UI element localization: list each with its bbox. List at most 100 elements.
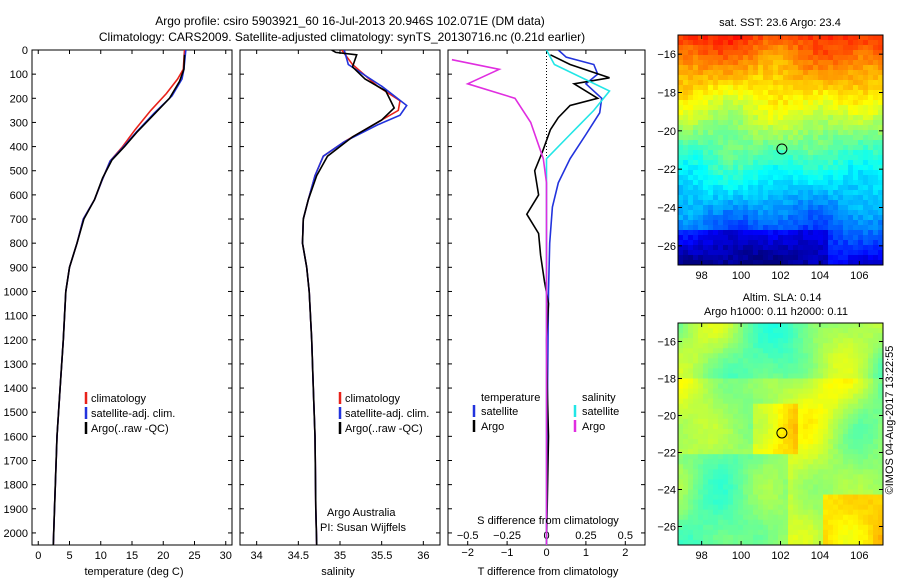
sst-cell bbox=[848, 40, 854, 46]
sla-cell bbox=[678, 398, 684, 405]
sla-cell bbox=[868, 514, 874, 521]
sst-cell bbox=[813, 170, 819, 176]
sst-cell bbox=[748, 125, 754, 131]
sst-cell bbox=[818, 210, 824, 216]
sla-cell bbox=[848, 459, 854, 465]
sla-cell bbox=[683, 418, 689, 425]
sla-cell bbox=[793, 343, 799, 349]
sla-cell bbox=[753, 343, 759, 349]
depth-tick-label: 1000 bbox=[4, 286, 28, 298]
sst-cell bbox=[678, 65, 684, 71]
sst-cell bbox=[873, 40, 879, 46]
sst-cell bbox=[803, 195, 809, 201]
sla-map-ticks: 98 100 102 104 106−16−18−20−22−24−26 bbox=[657, 323, 883, 562]
sst-cell bbox=[728, 35, 734, 41]
sla-cell bbox=[808, 333, 814, 339]
sst-cell bbox=[803, 65, 809, 71]
sst-cell bbox=[873, 185, 879, 191]
sst-cell bbox=[828, 190, 834, 196]
sla-cell bbox=[683, 408, 689, 415]
sst-cell bbox=[778, 140, 784, 146]
sst-cell bbox=[793, 170, 799, 176]
sst-cell bbox=[773, 35, 779, 41]
sla-cell bbox=[783, 418, 789, 425]
sst-cell bbox=[798, 100, 804, 106]
sla-cell bbox=[803, 348, 809, 354]
sla-cell bbox=[753, 489, 759, 496]
sla-cell bbox=[818, 328, 824, 334]
sla-cell bbox=[863, 529, 869, 536]
sst-cell bbox=[813, 110, 819, 116]
sla-cell bbox=[683, 504, 689, 511]
sla-cell bbox=[678, 519, 684, 526]
difference-series bbox=[451, 50, 611, 545]
sla-cell bbox=[843, 449, 849, 455]
sst-cell bbox=[683, 45, 689, 51]
sla-cell bbox=[713, 449, 719, 455]
sst-cell bbox=[728, 225, 734, 231]
sst-cell bbox=[708, 255, 714, 261]
sla-cell bbox=[843, 358, 849, 364]
sla-cell bbox=[813, 479, 819, 486]
sst-cell bbox=[793, 200, 799, 206]
sst-cell bbox=[748, 175, 754, 181]
sst-cell bbox=[813, 35, 819, 41]
sla-cell bbox=[793, 428, 799, 435]
sst-cell bbox=[853, 155, 859, 161]
sst-cell bbox=[878, 65, 883, 71]
sla-cell bbox=[793, 509, 799, 516]
sla-cell bbox=[878, 423, 883, 430]
sst-cell bbox=[868, 200, 874, 206]
sst-cell bbox=[763, 110, 769, 116]
sla-cell bbox=[798, 449, 804, 455]
sst-cell bbox=[773, 45, 779, 51]
sla-cell bbox=[728, 368, 734, 375]
sst-cell bbox=[783, 120, 789, 126]
sst-cell bbox=[753, 85, 759, 91]
sst-cell bbox=[698, 240, 704, 246]
sst-cell bbox=[693, 45, 699, 51]
sla-cell bbox=[773, 383, 779, 390]
sst-cell bbox=[743, 150, 749, 156]
sla-cell bbox=[878, 529, 883, 536]
sla-cell bbox=[843, 529, 849, 536]
sst-cell bbox=[823, 170, 829, 176]
sst-cell bbox=[853, 115, 859, 121]
sla-cell bbox=[788, 373, 794, 380]
sst-cell bbox=[828, 65, 834, 71]
sst-cell bbox=[878, 190, 883, 196]
sla-cell bbox=[708, 479, 714, 486]
sla-cell bbox=[743, 444, 749, 450]
sla-cell bbox=[753, 388, 759, 395]
sla-cell bbox=[748, 449, 754, 455]
sla-cell bbox=[688, 413, 694, 420]
sst-cell bbox=[758, 100, 764, 106]
sst-cell bbox=[788, 240, 794, 246]
sst-cell bbox=[873, 145, 879, 151]
sst-cell bbox=[763, 140, 769, 146]
sla-cell bbox=[828, 434, 834, 440]
sla-cell bbox=[818, 434, 824, 440]
sla-cell bbox=[798, 328, 804, 334]
sst-cell bbox=[793, 40, 799, 46]
sst-cell bbox=[768, 260, 774, 265]
sst-cell bbox=[873, 100, 879, 106]
sst-cell bbox=[693, 175, 699, 181]
sla-cell bbox=[778, 499, 784, 506]
sst-cell bbox=[698, 35, 704, 41]
sst-cell bbox=[748, 195, 754, 201]
sla-cell bbox=[868, 439, 874, 445]
sla-cell bbox=[843, 328, 849, 334]
sla-cell bbox=[768, 343, 774, 349]
sst-cell bbox=[753, 245, 759, 251]
sst-cell bbox=[863, 250, 869, 256]
sst-cell bbox=[878, 85, 883, 91]
sst-cell bbox=[878, 75, 883, 81]
sla-cell bbox=[718, 413, 724, 420]
sst-cell bbox=[868, 185, 874, 191]
sla-cell bbox=[698, 373, 704, 380]
sla-cell bbox=[788, 469, 794, 475]
sla-cell bbox=[713, 373, 719, 380]
sst-cell bbox=[843, 180, 849, 186]
sla-cell bbox=[818, 348, 824, 354]
